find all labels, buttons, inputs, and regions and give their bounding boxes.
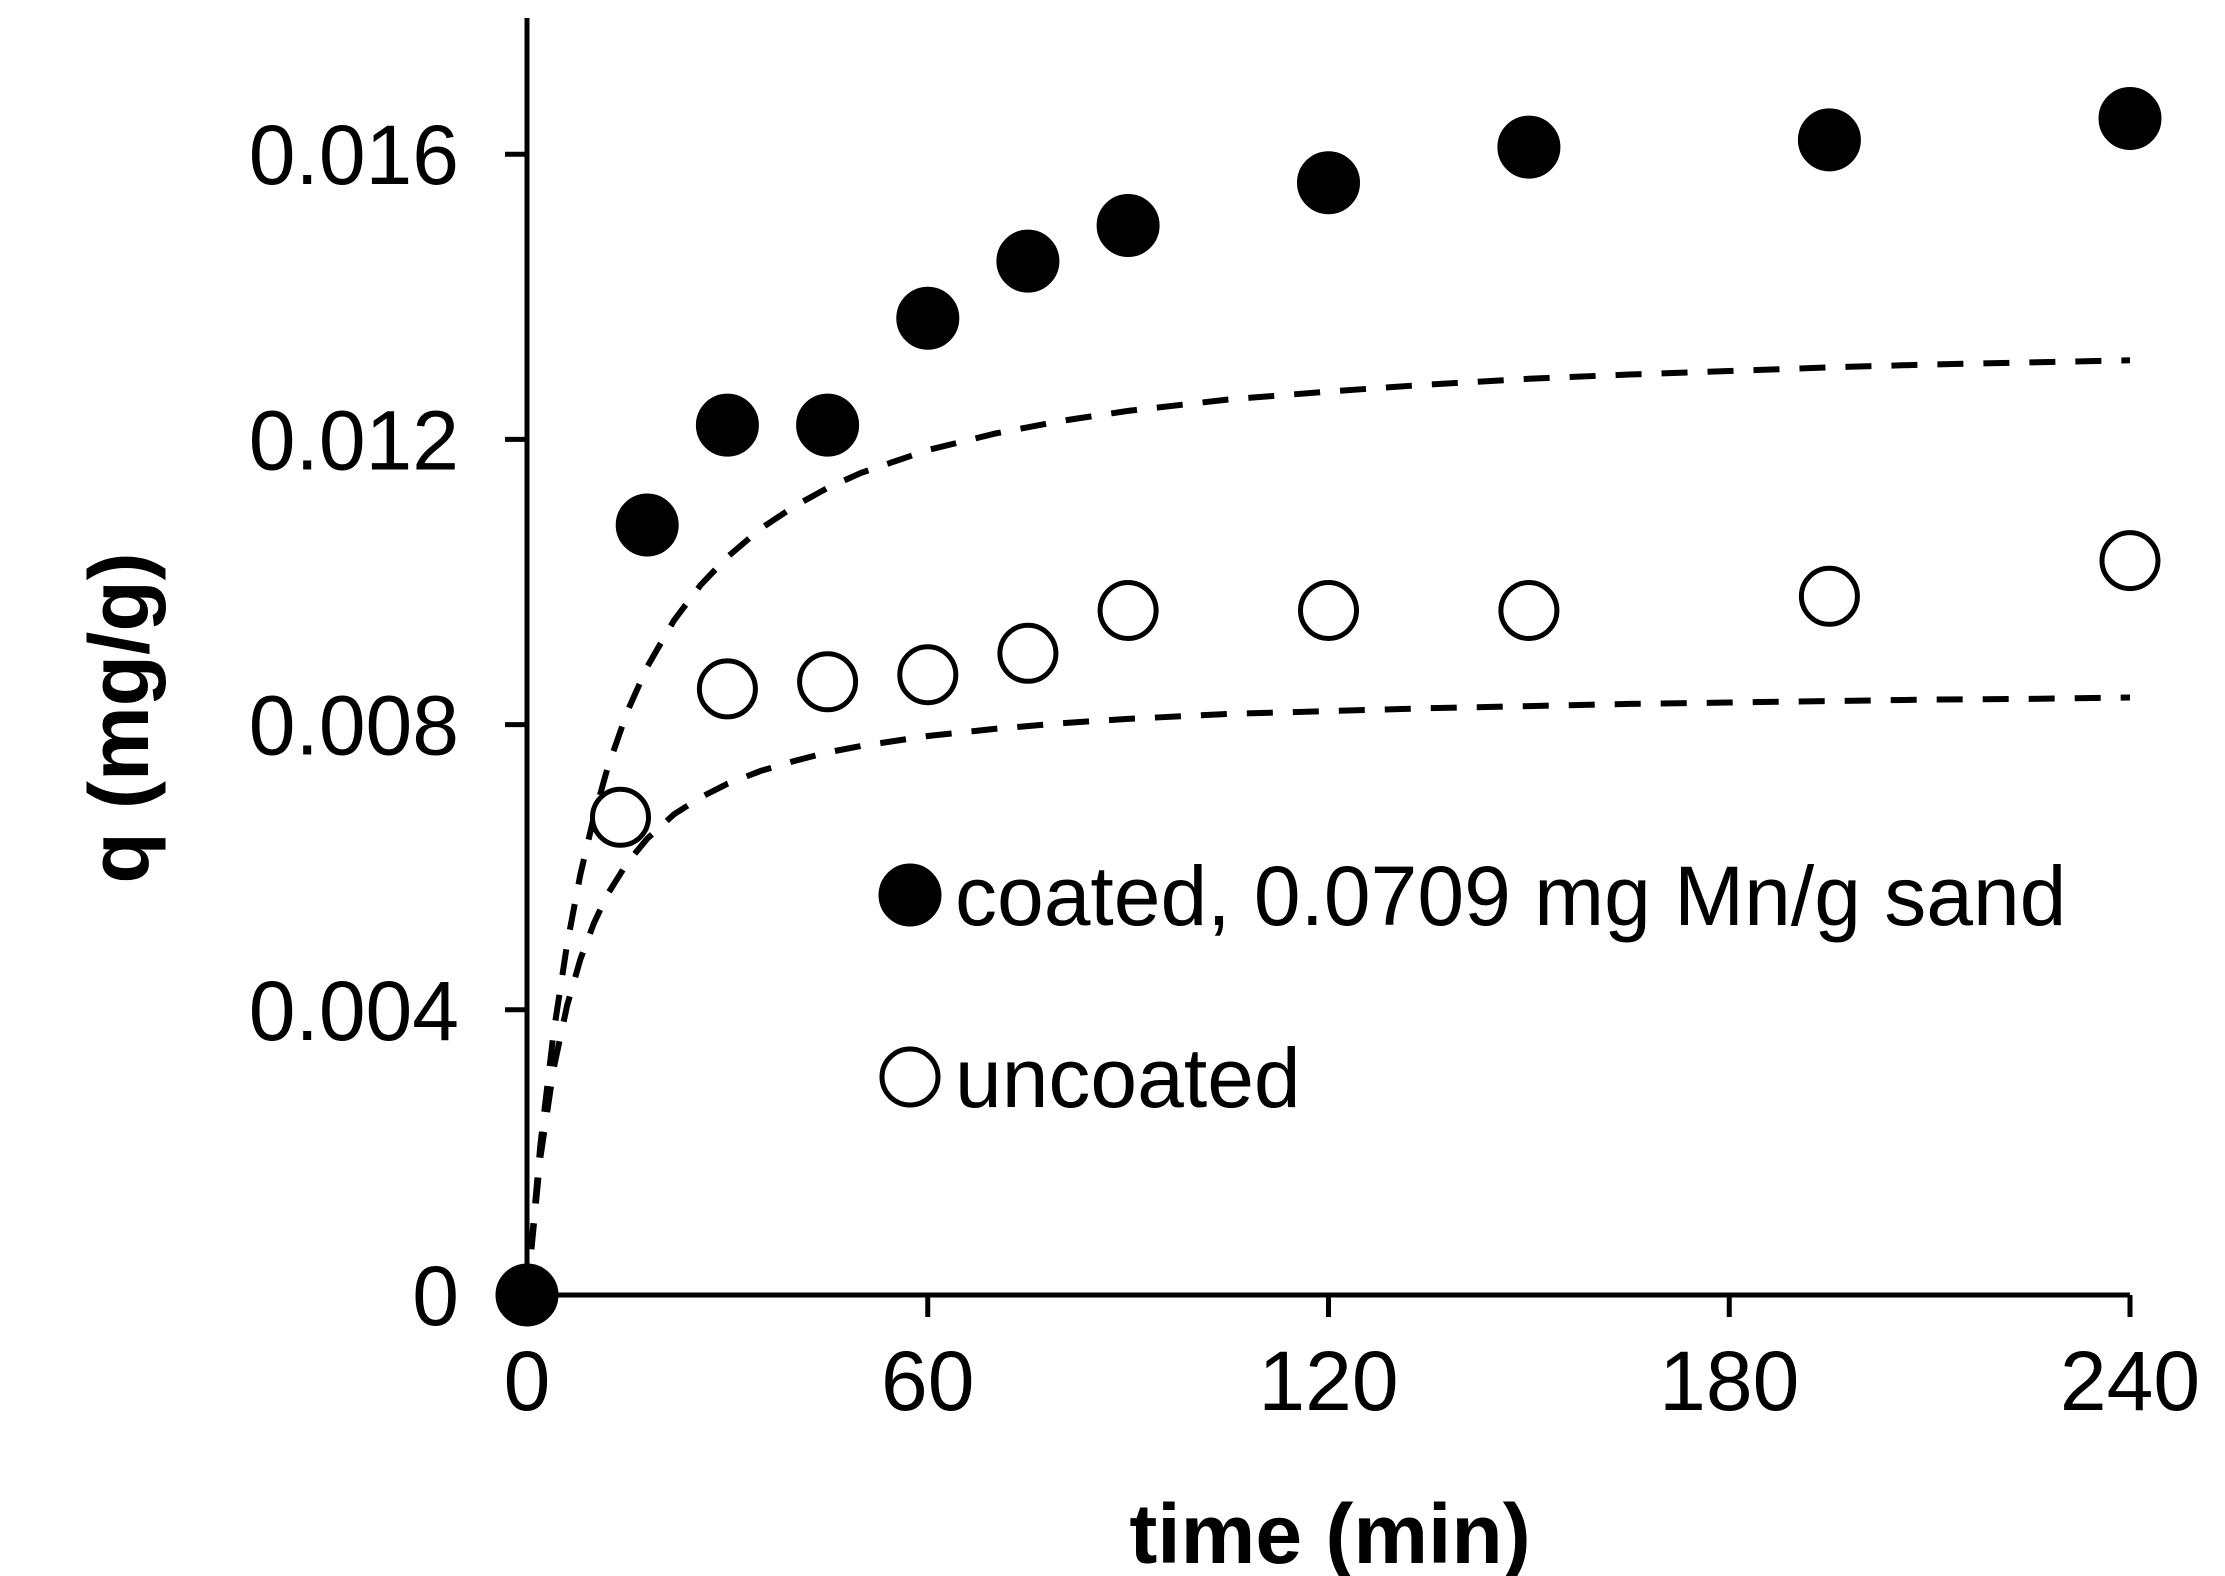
- coated-point: [1297, 151, 1360, 215]
- y-tick-label: 0.016: [249, 108, 459, 202]
- coated-point: [996, 229, 1060, 293]
- y-tick-label: 0.004: [249, 964, 459, 1058]
- y-tick-label: 0.012: [249, 393, 459, 487]
- coated-point: [1096, 194, 1160, 257]
- y-tick-label: 0: [412, 1249, 459, 1343]
- coated-point: [1797, 108, 1861, 172]
- legend-marker-uncoated: [879, 1046, 941, 1108]
- y-ticks: 0 0.004 0.008 0.012 0.016: [249, 108, 527, 1343]
- x-ticks: 0 60 120 180 240: [504, 1295, 2200, 1428]
- legend-marker-coated: [878, 863, 942, 927]
- coated-point: [2098, 87, 2162, 150]
- x-tick-label: 240: [2060, 1334, 2200, 1428]
- coated-point: [695, 393, 759, 457]
- x-axis-title: time (min): [1129, 1487, 1530, 1576]
- uncoated-point: [1798, 565, 1860, 627]
- legend: coated, 0.0709 mg Mn/g sand uncoated: [878, 849, 2066, 1125]
- coated-point: [796, 393, 860, 457]
- coated-point: [615, 493, 679, 557]
- coated-point: [1497, 115, 1561, 179]
- x-tick-label: 0: [504, 1334, 551, 1428]
- coated-point: [495, 1263, 559, 1327]
- coated-point: [896, 286, 960, 350]
- coated-fit-line: [524, 357, 2131, 1296]
- y-axis-title: q (mg/g): [72, 552, 166, 883]
- y-tick-label: 0.008: [249, 679, 459, 773]
- uncoated-point: [1097, 580, 1159, 641]
- legend-label-uncoated: uncoated: [955, 1031, 1301, 1125]
- x-tick-label: 120: [1258, 1334, 1398, 1428]
- uncoated-point: [1298, 580, 1359, 641]
- uncoated-point: [2099, 530, 2161, 592]
- uncoated-point: [897, 644, 959, 706]
- uncoated-point: [997, 622, 1059, 684]
- x-tick-label: 60: [881, 1334, 974, 1428]
- uncoated-point: [590, 786, 651, 848]
- data-markers: [495, 87, 2162, 1327]
- uncoated-point: [797, 651, 859, 713]
- uncoated-fit-line: [524, 694, 2131, 1296]
- uncoated-point: [696, 658, 758, 720]
- uncoated-point: [1498, 580, 1560, 641]
- fit-lines: [524, 357, 2131, 1296]
- x-tick-label: 180: [1659, 1334, 1799, 1428]
- legend-label-coated: coated, 0.0709 mg Mn/g sand: [955, 849, 2066, 943]
